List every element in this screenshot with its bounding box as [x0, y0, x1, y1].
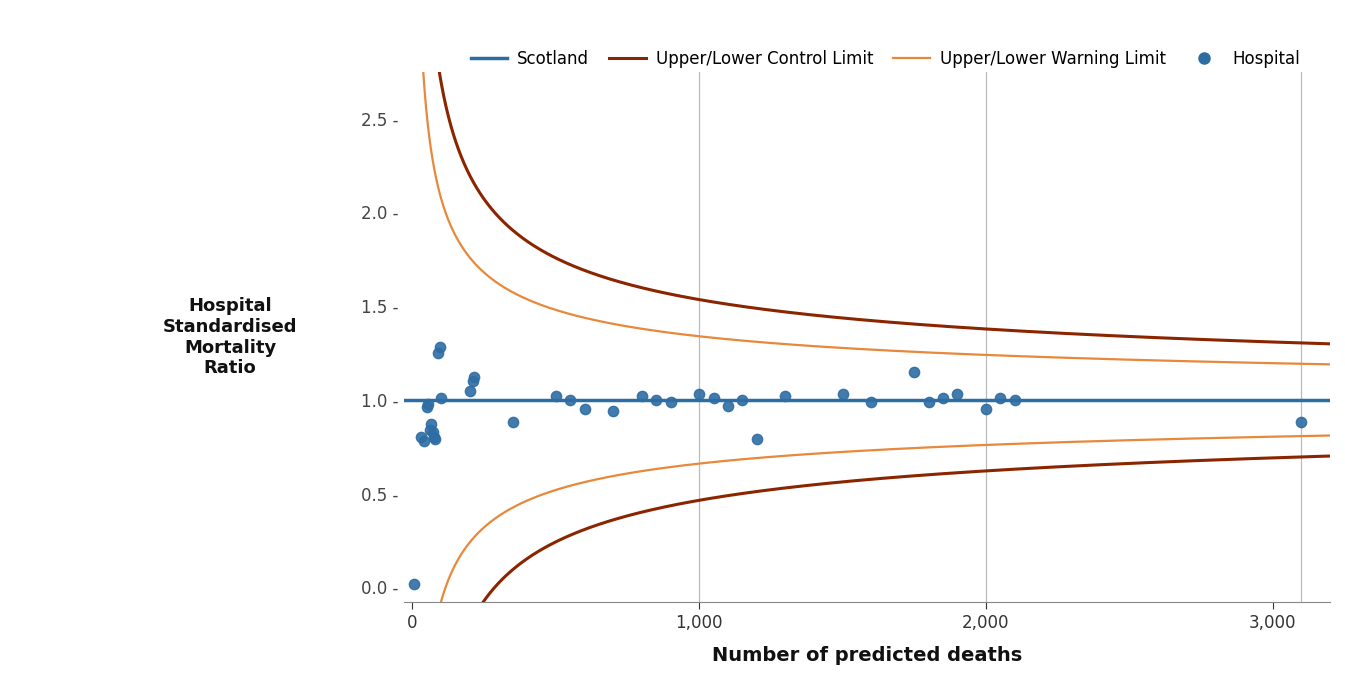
Point: [917, 396, 939, 407]
Point: [574, 404, 596, 415]
Point: [717, 400, 738, 411]
Point: [410, 432, 432, 443]
Point: [831, 389, 853, 400]
Point: [947, 389, 968, 400]
Point: [428, 348, 449, 359]
Point: [459, 385, 480, 396]
Point: [424, 432, 445, 443]
Point: [1291, 417, 1313, 428]
Point: [430, 393, 452, 404]
Point: [689, 389, 710, 400]
Point: [990, 393, 1011, 404]
Point: [932, 393, 954, 404]
Point: [631, 391, 652, 402]
Point: [425, 434, 447, 445]
Point: [404, 578, 425, 589]
Y-axis label: Hospital
Standardised
Mortality
Ratio: Hospital Standardised Mortality Ratio: [163, 297, 297, 378]
Point: [646, 394, 667, 405]
Point: [703, 393, 725, 404]
Point: [502, 417, 523, 428]
Point: [417, 398, 438, 409]
Point: [745, 434, 767, 445]
Point: [421, 418, 443, 430]
Point: [418, 425, 440, 436]
Point: [416, 402, 437, 413]
Point: [429, 342, 451, 353]
Legend: Scotland, Upper/Lower Control Limit, Upper/Lower Warning Limit, Hospital: Scotland, Upper/Lower Control Limit, Upp…: [464, 43, 1307, 74]
Point: [422, 426, 444, 437]
Point: [1003, 394, 1025, 405]
Point: [660, 396, 682, 407]
Point: [545, 391, 566, 402]
Point: [732, 394, 753, 405]
Point: [464, 372, 486, 383]
X-axis label: Number of predicted deaths: Number of predicted deaths: [712, 646, 1022, 665]
Point: [560, 394, 581, 405]
Point: [775, 391, 796, 402]
Point: [413, 436, 434, 447]
Point: [975, 404, 997, 415]
Point: [904, 366, 925, 378]
Point: [861, 396, 882, 407]
Point: [603, 405, 624, 416]
Point: [461, 375, 483, 387]
